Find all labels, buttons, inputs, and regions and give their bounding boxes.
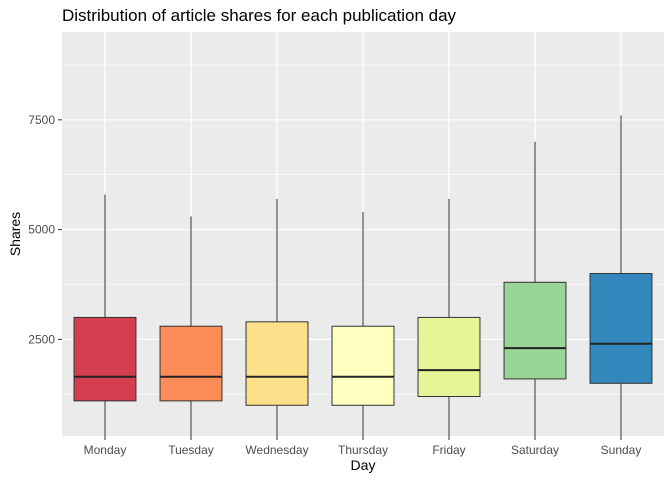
box-iqr (159, 325, 223, 402)
y-tick-label: 5000 (28, 223, 55, 237)
box-iqr (589, 273, 653, 384)
y-axis: 2500 5000 7500 (28, 113, 62, 346)
box-iqr (245, 321, 309, 406)
x-tick-label: Monday (84, 443, 127, 457)
box-tuesday (159, 216, 223, 436)
chart-title: Distribution of article shares for each … (62, 6, 457, 25)
boxes-layer (73, 115, 653, 436)
x-tick-label: Wednesday (245, 443, 308, 457)
y-tick-label: 7500 (28, 113, 55, 127)
box-monday (73, 194, 137, 436)
box-thursday (331, 212, 395, 436)
x-axis: Monday Tuesday Wednesday Thursday Friday Satu… (84, 436, 642, 457)
box-friday (417, 198, 481, 436)
box-iqr (417, 316, 481, 397)
x-tick-label: Saturday (511, 443, 559, 457)
box-sunday (589, 115, 653, 436)
y-tick-label: 2500 (28, 332, 55, 346)
x-tick-label: Friday (432, 443, 465, 457)
box-saturday (503, 141, 567, 436)
box-iqr (331, 325, 395, 406)
x-axis-label: Day (351, 457, 376, 473)
box-iqr (73, 316, 137, 402)
x-tick-label: Sunday (601, 443, 642, 457)
box-iqr (503, 281, 567, 380)
y-axis-label: Shares (7, 212, 23, 256)
box-wednesday (245, 198, 309, 436)
x-tick-label: Thursday (338, 443, 388, 457)
x-tick-label: Tuesday (168, 443, 214, 457)
